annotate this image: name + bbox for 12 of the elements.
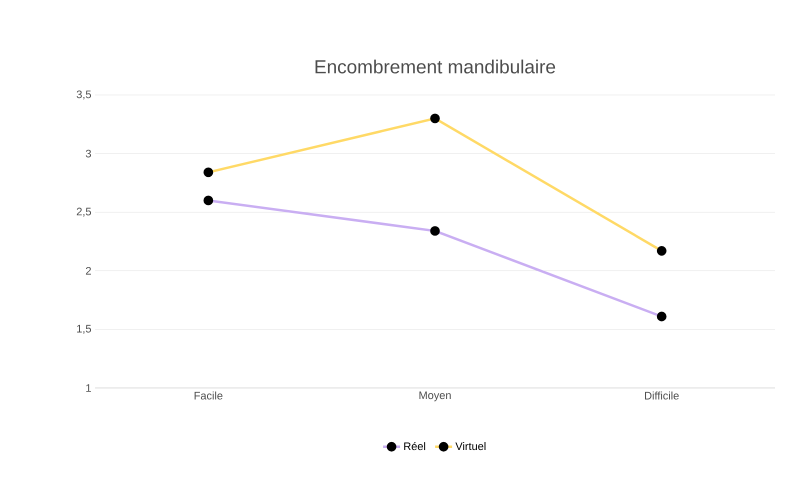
- y-tick-label: 1: [86, 384, 91, 392]
- chart-title: Encombrement mandibulaire: [316, 60, 556, 74]
- y-tick-label: 2,5: [76, 208, 92, 217]
- legend-label: Réel: [404, 442, 426, 450]
- x-tick-label: Moyen: [419, 392, 451, 402]
- y-tick-label: 3,5: [76, 90, 92, 100]
- x-tick-label: Difficile: [645, 392, 679, 400]
- y-tick-label: 3: [86, 150, 92, 158]
- y-tick-label: 2: [86, 266, 91, 275]
- x-tick-label: Facile: [194, 392, 222, 400]
- y-tick-label: 1,5: [77, 324, 92, 334]
- legend-label: Virtuel: [455, 442, 486, 450]
